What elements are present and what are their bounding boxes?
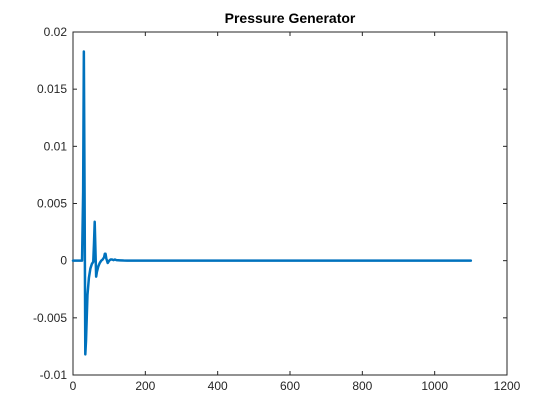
y-axis: -0.01 -0.005 0 0.005 0.01 0.015 0.02: [33, 25, 507, 382]
y-tick-label: 0.02: [44, 25, 68, 39]
y-tick-label: 0.01: [44, 139, 68, 153]
x-tick-label: 1200: [494, 379, 521, 393]
x-tick-label: 600: [280, 379, 300, 393]
y-tick-label: -0.005: [33, 311, 67, 325]
x-axis: 0 200 400 600 800 1000 1200: [70, 32, 521, 393]
y-tick-label: -0.01: [40, 368, 68, 382]
x-tick-label: 400: [208, 379, 228, 393]
y-tick-label: 0.005: [37, 197, 67, 211]
y-tick-label: 0: [60, 254, 67, 268]
chart-title: Pressure Generator: [225, 10, 356, 26]
x-tick-label: 0: [70, 379, 77, 393]
series-layer: [71, 50, 473, 356]
series-line: [71, 50, 473, 356]
y-tick-label: 0.015: [37, 82, 67, 96]
x-tick-label: 1000: [421, 379, 448, 393]
x-tick-label: 800: [352, 379, 372, 393]
x-tick-label: 200: [135, 379, 155, 393]
plot-area: [72, 31, 508, 376]
